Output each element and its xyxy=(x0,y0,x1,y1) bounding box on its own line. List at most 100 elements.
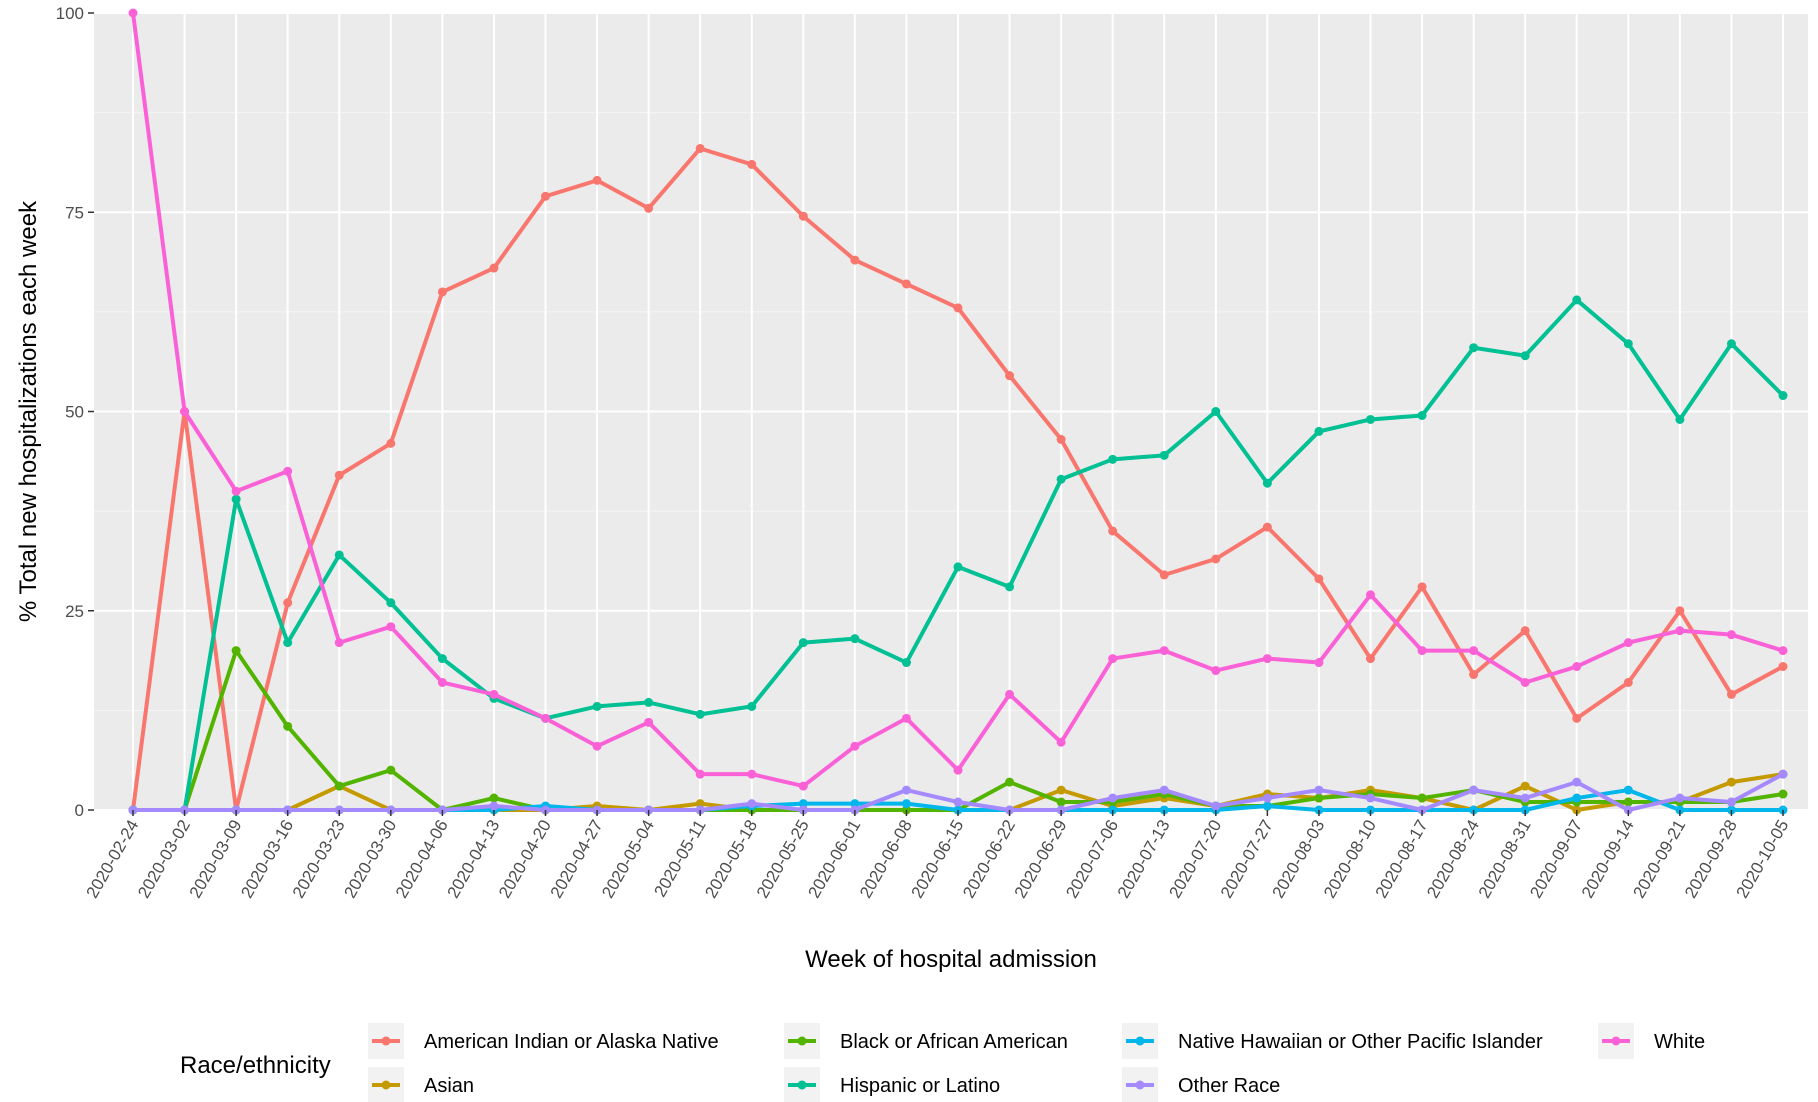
x-tick-label: 2020-06-29 xyxy=(1011,817,1071,902)
x-tick-label: 2020-08-31 xyxy=(1475,817,1535,902)
data-point xyxy=(437,654,447,664)
y-tick-label: 50 xyxy=(65,403,84,422)
data-point xyxy=(747,159,757,169)
legend-key-point xyxy=(1135,1036,1145,1046)
data-point xyxy=(1056,785,1066,795)
data-point xyxy=(437,677,447,687)
data-point xyxy=(1211,666,1221,676)
legend-item: Native Hawaiian or Other Pacific Islande… xyxy=(1122,1023,1543,1059)
x-tick-label: 2020-06-01 xyxy=(804,817,864,902)
x-tick-label: 2020-07-06 xyxy=(1062,817,1122,902)
data-point xyxy=(901,785,911,795)
x-tick-label: 2020-08-03 xyxy=(1268,817,1328,902)
x-tick-label: 2020-08-17 xyxy=(1372,817,1432,902)
data-point xyxy=(1572,662,1582,672)
legend-label: Native Hawaiian or Other Pacific Islande… xyxy=(1178,1031,1543,1053)
legend-title: Race/ethnicity xyxy=(180,1052,331,1079)
data-point xyxy=(695,709,705,719)
data-point xyxy=(283,466,293,476)
data-point xyxy=(334,781,344,791)
data-point xyxy=(953,303,963,313)
data-point xyxy=(850,741,860,751)
data-point xyxy=(334,470,344,480)
data-point xyxy=(1159,785,1169,795)
data-point xyxy=(1623,797,1633,807)
data-point xyxy=(1778,662,1788,672)
data-point xyxy=(386,765,396,775)
data-point xyxy=(850,799,860,809)
data-point xyxy=(1572,793,1582,803)
data-point xyxy=(283,638,293,648)
data-point xyxy=(1675,793,1685,803)
data-point xyxy=(283,598,293,608)
data-point xyxy=(1778,789,1788,799)
data-point xyxy=(1469,343,1479,353)
x-tick-label: 2020-06-22 xyxy=(959,817,1019,902)
legend-label: Hispanic or Latino xyxy=(840,1075,1000,1097)
legend-label: American Indian or Alaska Native xyxy=(424,1031,719,1053)
data-point xyxy=(1108,654,1118,664)
x-tick-label: 2020-03-23 xyxy=(289,817,349,902)
y-tick-label: 100 xyxy=(56,4,84,23)
data-point xyxy=(489,689,499,699)
x-tick-label: 2020-09-28 xyxy=(1681,817,1741,902)
data-point xyxy=(1726,689,1736,699)
data-point xyxy=(644,203,654,213)
series-lines xyxy=(128,8,1788,815)
data-point xyxy=(1469,670,1479,680)
data-point xyxy=(1520,793,1530,803)
data-point xyxy=(1520,781,1530,791)
data-point xyxy=(1108,526,1118,536)
legend-key-point xyxy=(1135,1080,1145,1090)
data-point xyxy=(747,701,757,711)
data-point xyxy=(1572,295,1582,305)
legend-label: Black or African American xyxy=(840,1031,1068,1053)
data-point xyxy=(1314,426,1324,436)
data-point xyxy=(695,143,705,153)
data-point xyxy=(541,191,550,201)
data-point xyxy=(1314,785,1324,795)
data-point xyxy=(1623,638,1633,648)
data-point xyxy=(1417,646,1427,656)
data-point xyxy=(1211,407,1221,416)
x-tick-label: 2020-07-20 xyxy=(1165,817,1225,902)
x-tick-label: 2020-03-02 xyxy=(134,817,194,902)
data-point xyxy=(1262,793,1272,803)
data-point xyxy=(1262,478,1272,488)
data-point xyxy=(1417,410,1427,420)
x-tick-label: 2020-08-10 xyxy=(1320,817,1380,902)
x-tick-label: 2020-05-11 xyxy=(650,817,709,901)
x-tick-label: 2020-09-07 xyxy=(1526,817,1586,902)
data-point xyxy=(334,550,344,560)
x-axis-title: Week of hospital admission xyxy=(805,946,1097,973)
data-point xyxy=(1159,450,1169,460)
data-point xyxy=(489,263,499,273)
data-point xyxy=(1108,793,1118,803)
data-point xyxy=(1366,414,1375,424)
legend-key-point xyxy=(797,1036,807,1046)
data-point xyxy=(798,638,808,648)
data-point xyxy=(1366,654,1375,664)
legend-label: Asian xyxy=(424,1075,474,1097)
data-point xyxy=(644,717,654,727)
x-tick-label: 2020-02-24 xyxy=(83,817,143,902)
x-tick-label: 2020-04-13 xyxy=(443,817,503,902)
x-axis: 2020-02-242020-03-022020-03-092020-03-16… xyxy=(83,810,1792,902)
data-point xyxy=(1417,582,1427,592)
data-point xyxy=(1623,339,1633,349)
data-point xyxy=(901,799,911,809)
data-point xyxy=(437,287,447,297)
data-point xyxy=(592,741,602,751)
data-point xyxy=(1314,574,1324,584)
series-line xyxy=(128,8,1788,791)
x-tick-label: 2020-05-04 xyxy=(598,817,658,902)
data-point xyxy=(850,634,860,644)
data-point xyxy=(1005,777,1015,787)
data-point xyxy=(592,175,602,185)
data-point xyxy=(128,8,138,18)
x-tick-label: 2020-09-14 xyxy=(1578,817,1638,902)
data-point xyxy=(1108,454,1118,464)
data-point xyxy=(1005,371,1015,381)
data-point xyxy=(1469,785,1479,795)
